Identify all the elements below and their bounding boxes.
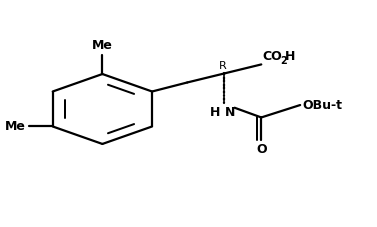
Text: Me: Me <box>92 39 113 52</box>
Text: OBu-t: OBu-t <box>302 99 342 111</box>
Text: N: N <box>225 106 236 119</box>
Text: 2: 2 <box>280 56 287 66</box>
Text: H: H <box>210 106 220 119</box>
Text: O: O <box>256 143 267 156</box>
Text: CO: CO <box>262 50 282 63</box>
Text: R: R <box>219 61 226 71</box>
Text: Me: Me <box>5 120 26 133</box>
Text: H: H <box>285 50 295 63</box>
